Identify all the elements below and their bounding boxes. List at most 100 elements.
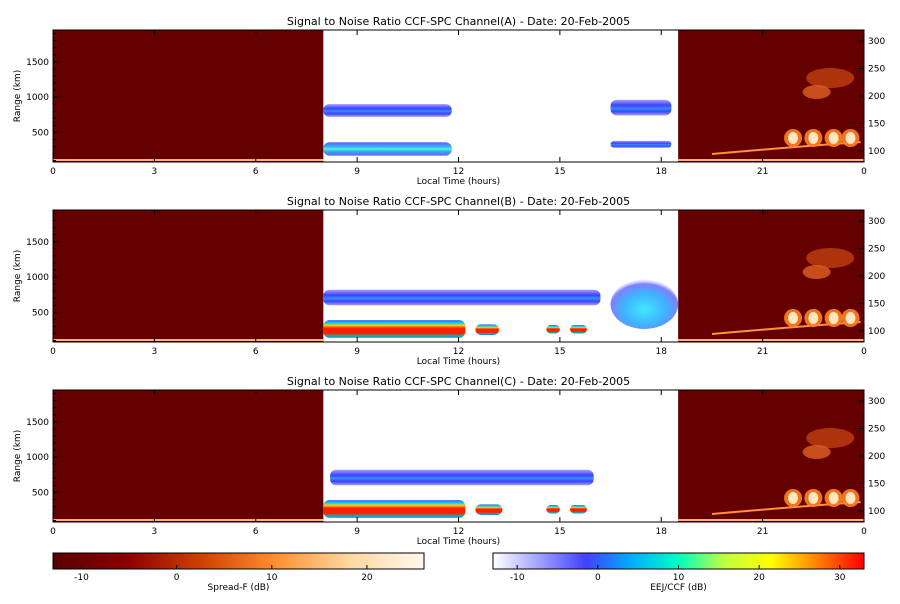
right-tick-label: 250 [868, 245, 885, 255]
colorbar-2: -10 0 10 20 30 EEJ/CCF (dB) [492, 552, 865, 593]
colorbar-label: Spread-F (dB) [208, 583, 270, 593]
spread-f-plume [711, 428, 861, 515]
y-tick-label: 500 [32, 488, 49, 498]
right-tick-label: 150 [868, 300, 885, 310]
colorbar-1: -10 0 10 20 Spread-F (dB) [52, 552, 425, 593]
plume-base [711, 501, 861, 515]
eej-echo-region [570, 325, 587, 334]
spread-f-floor-echo [53, 339, 324, 341]
right-tick-label: 250 [868, 65, 885, 75]
y-tick-label: 500 [32, 308, 49, 318]
y-tick-label: 500 [32, 128, 49, 138]
x-tick-label: 21 [757, 527, 768, 537]
colorbar-tick-label: -10 [74, 573, 89, 583]
spread-f-floor-echo [678, 159, 864, 161]
plume-mid [802, 85, 831, 99]
panel-3: Signal to Noise Ratio CCF-SPC Channel(C)… [13, 375, 885, 547]
colorbar-label: EEJ/CCF (dB) [650, 583, 707, 593]
x-tick-label: 3 [152, 167, 158, 177]
x-tick-label: 3 [152, 527, 158, 537]
spread-f-block [53, 390, 324, 522]
y-tick-label: 1000 [26, 93, 49, 103]
colorbar-tick-label: 0 [174, 573, 180, 583]
eej-echo-region [610, 99, 672, 116]
eej-echo-region [323, 142, 452, 156]
right-tick-label: 200 [868, 92, 885, 102]
y-axis-label: Range (km) [13, 250, 23, 302]
x-tick-label: 12 [453, 167, 464, 177]
right-tick-label: 100 [868, 507, 885, 517]
x-tick-label: 0 [861, 527, 867, 537]
x-tick-label: 9 [354, 527, 360, 537]
plume-core [845, 132, 856, 144]
right-tick-label: 200 [868, 272, 885, 282]
panel-title: Signal to Noise Ratio CCF-SPC Channel(B)… [287, 195, 630, 208]
plume-mid [802, 265, 831, 279]
x-tick-label: 3 [152, 347, 158, 357]
eej-echo-region [475, 504, 503, 515]
colorbar-gradient [52, 552, 425, 570]
plume-core [788, 132, 799, 144]
spread-f-floor-echo [53, 519, 324, 521]
eej-echo-region [323, 289, 601, 306]
y-tick-label: 1500 [26, 238, 49, 248]
plume-base [711, 141, 861, 155]
right-tick-label: 100 [868, 327, 885, 337]
x-axis-label: Local Time (hours) [417, 177, 500, 187]
plume-core [828, 132, 839, 144]
plume-core [788, 492, 799, 504]
x-tick-label: 6 [253, 527, 259, 537]
panels-group: Signal to Noise Ratio CCF-SPC Channel(A)… [13, 15, 885, 547]
x-tick-label: 9 [354, 167, 360, 177]
right-tick-label: 300 [868, 397, 885, 407]
colorbar-tick-label: 10 [266, 573, 278, 583]
colorbar-tick-label: 0 [595, 573, 601, 583]
plume-core [828, 492, 839, 504]
panel-title: Signal to Noise Ratio CCF-SPC Channel(C)… [287, 375, 630, 388]
x-tick-label: 15 [554, 527, 565, 537]
x-tick-label: 0 [50, 167, 56, 177]
right-tick-label: 100 [868, 147, 885, 157]
colorbar-tick-label: 20 [753, 573, 765, 583]
panel-1: Signal to Noise Ratio CCF-SPC Channel(A)… [13, 15, 885, 187]
eej-echo-region [546, 325, 560, 334]
eej-echo-region [323, 320, 466, 338]
y-axis-label: Range (km) [13, 430, 23, 482]
x-tick-label: 21 [757, 347, 768, 357]
y-tick-label: 1000 [26, 453, 49, 463]
plume-core [828, 312, 839, 324]
plume-core [845, 312, 856, 324]
eej-echo-region [610, 279, 679, 329]
eej-echo-region [610, 140, 672, 148]
spread-f-block [53, 210, 324, 342]
x-tick-label: 0 [50, 527, 56, 537]
spread-f-floor-echo [678, 519, 864, 521]
x-tick-label: 0 [50, 347, 56, 357]
x-tick-label: 6 [253, 167, 259, 177]
right-tick-label: 250 [868, 425, 885, 435]
x-tick-label: 9 [354, 347, 360, 357]
spread-f-block [53, 30, 324, 162]
right-tick-label: 300 [868, 37, 885, 47]
panel-2: Signal to Noise Ratio CCF-SPC Channel(B)… [13, 195, 885, 367]
y-axis-label: Range (km) [13, 70, 23, 122]
spread-f-floor-echo [53, 159, 324, 161]
plume-core [808, 312, 819, 324]
eej-echo-region [570, 505, 587, 514]
x-tick-label: 6 [253, 347, 259, 357]
x-tick-label: 21 [757, 167, 768, 177]
x-tick-label: 18 [656, 527, 668, 537]
plume-core [845, 492, 856, 504]
eej-echo-region [546, 505, 560, 514]
right-tick-label: 150 [868, 120, 885, 130]
x-tick-label: 18 [656, 167, 668, 177]
panel-title: Signal to Noise Ratio CCF-SPC Channel(A)… [287, 15, 630, 28]
eej-echo-region [330, 469, 594, 486]
y-tick-label: 1500 [26, 418, 49, 428]
y-tick-label: 1500 [26, 58, 49, 68]
plume-top [806, 248, 855, 268]
eej-echo-region [475, 324, 500, 335]
right-tick-label: 200 [868, 452, 885, 462]
right-tick-label: 300 [868, 217, 885, 227]
